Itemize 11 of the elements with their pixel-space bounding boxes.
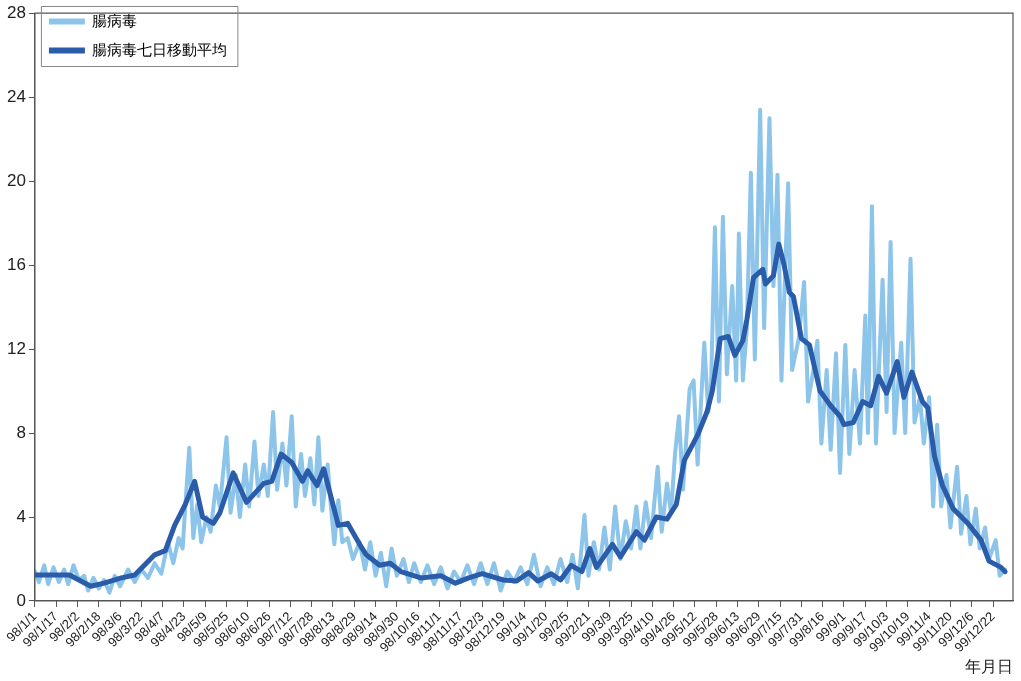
- y-tick-label: 16: [6, 254, 26, 274]
- x-axis-title: 年月日: [965, 657, 1013, 675]
- y-tick-label: 28: [6, 2, 26, 22]
- y-tick-label: 20: [6, 170, 26, 190]
- legend-label: 腸病毒七日移動平均: [92, 40, 228, 58]
- y-tick-label: 24: [6, 86, 26, 106]
- y-tick-label: 12: [6, 338, 26, 358]
- legend-label: 腸病毒: [92, 11, 138, 29]
- y-tick-label: 4: [16, 506, 26, 526]
- y-tick-label: 8: [16, 422, 26, 442]
- y-tick-label: 0: [16, 590, 26, 610]
